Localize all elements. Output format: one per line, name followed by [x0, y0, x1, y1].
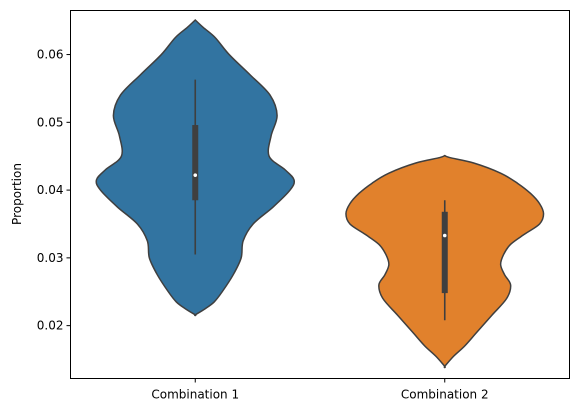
violins-layer [95, 18, 545, 369]
x-axis: Combination 1 Combination 2 [151, 378, 489, 402]
x-tick-label: Combination 1 [151, 388, 239, 402]
plot-frame [70, 10, 570, 379]
y-tick-label: 0.03 [37, 251, 64, 265]
y-tick-label: 0.06 [37, 48, 64, 62]
y-tick-label: 0.05 [37, 115, 64, 129]
violin-median [193, 173, 198, 177]
violin-iqr-box [192, 125, 199, 201]
y-tick-label: 0.04 [37, 183, 64, 197]
y-axis-label: Proportion [10, 163, 24, 225]
y-axis: 0.02 0.03 0.04 0.05 0.06 [37, 48, 71, 333]
violin-median [442, 233, 447, 238]
x-tick-label: Combination 2 [401, 388, 489, 402]
y-tick-label: 0.02 [37, 319, 64, 333]
violin-iqr-box [441, 211, 448, 294]
